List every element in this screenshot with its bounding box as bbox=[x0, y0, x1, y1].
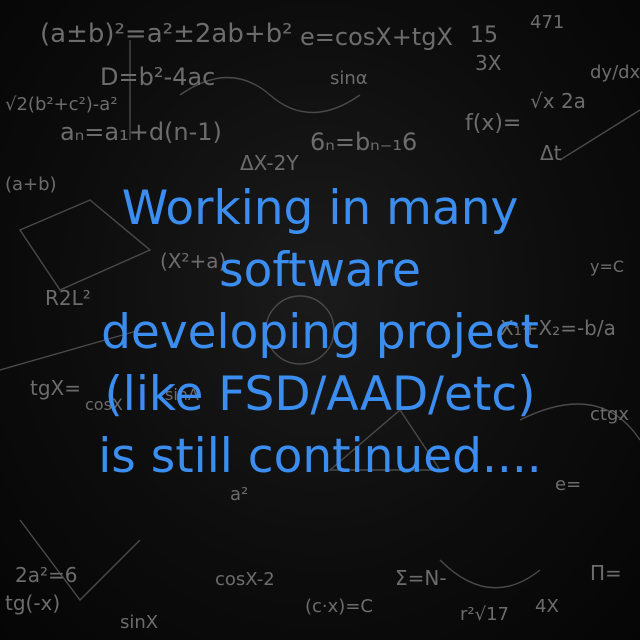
sine-wave-sketch bbox=[179, 76, 361, 114]
formula-text: sinA bbox=[165, 385, 199, 404]
formula-text: tg(-x) bbox=[5, 591, 60, 615]
headline-line: software bbox=[219, 243, 421, 298]
formula-text: Δt bbox=[540, 141, 562, 165]
formula-text: (a±b)²=a²±2ab+b² bbox=[40, 19, 293, 49]
triangle-sketch bbox=[19, 519, 141, 602]
formula-text: 2a²=6 bbox=[15, 563, 77, 587]
background-sketch-lines bbox=[0, 40, 640, 602]
formula-text: sinα bbox=[330, 68, 368, 89]
headline-line: Working in many bbox=[121, 181, 519, 236]
formula-text: Π= bbox=[590, 561, 622, 585]
circle-sketch bbox=[265, 295, 335, 365]
small-triangle-sketch bbox=[328, 408, 442, 471]
formula-text: aₙ=a₁+d(n-1) bbox=[60, 118, 222, 146]
formula-text: dy/dx bbox=[590, 62, 640, 83]
formula-text: ΔX-2Y bbox=[240, 151, 299, 175]
formula-text: a² bbox=[230, 484, 248, 505]
formula-text: R2L² bbox=[45, 286, 91, 310]
formula-text: (c·x)=C bbox=[305, 596, 373, 617]
headline-line: (like FSD/AAD/etc) bbox=[104, 367, 536, 422]
formula-text: 15 bbox=[470, 23, 498, 48]
formula-text: 4X bbox=[535, 596, 559, 617]
formula-text: √x 2a bbox=[530, 89, 586, 113]
left-line-sketch bbox=[0, 329, 141, 371]
formula-text: cosX bbox=[85, 395, 123, 414]
formula-text: tgX= bbox=[30, 376, 81, 400]
announcement-headline: Working in many software developing proj… bbox=[0, 178, 640, 488]
cube-sketch bbox=[18, 199, 152, 291]
formula-text: e= bbox=[555, 474, 581, 495]
formula-text: (X²+a) bbox=[160, 249, 226, 273]
formula-text: ctgx bbox=[590, 404, 629, 425]
formula-text: 6ₙ=bₙ₋₁6 bbox=[310, 128, 417, 156]
formula-text: y=C bbox=[590, 257, 624, 276]
formula-texts: (a±b)²=a²±2ab+b² e=cosX+tgX 15 471 3X D=… bbox=[5, 12, 640, 633]
formula-text: e=cosX+tgX bbox=[300, 23, 453, 51]
formula-text: 471 bbox=[530, 12, 564, 33]
formula-text: f(x)= bbox=[465, 111, 521, 136]
formula-text: D=b²-4ac bbox=[100, 63, 215, 91]
formula-text: √2(b²+c²)-a² bbox=[5, 94, 118, 115]
curve-sketch bbox=[519, 403, 640, 441]
headline-line: developing project bbox=[101, 305, 539, 360]
formula-text: sinX bbox=[120, 612, 158, 633]
formula-text: r²√17 bbox=[460, 604, 509, 625]
diagonal-sketch bbox=[559, 109, 640, 161]
formula-text: 3X bbox=[475, 51, 502, 75]
headline-line: is still continued.... bbox=[98, 429, 542, 484]
arc-sketch bbox=[439, 559, 541, 589]
formula-text: (a+b) bbox=[5, 174, 57, 195]
formula-text: X₁+X₂=-b/a bbox=[500, 316, 616, 340]
formula-text: cosX-2 bbox=[215, 569, 275, 590]
formula-text: Σ=N- bbox=[395, 566, 447, 590]
